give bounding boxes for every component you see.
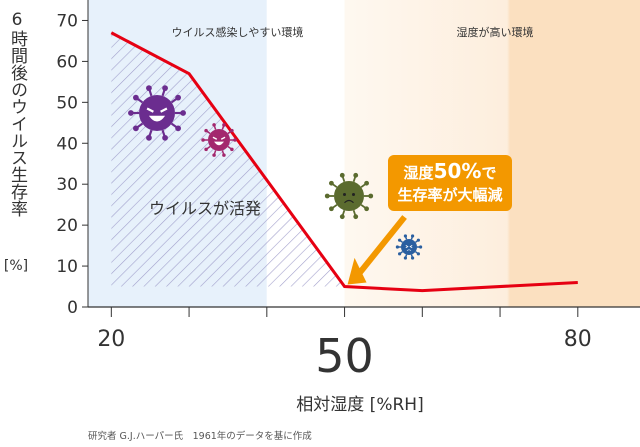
y-tick-label: 60 bbox=[56, 52, 78, 72]
callout-line-2: 生存率が大幅減 bbox=[397, 186, 503, 204]
large-purple-virus bbox=[128, 85, 186, 141]
x-axis-title: 相対湿度 [%RH] bbox=[296, 395, 424, 415]
y-tick-label: 10 bbox=[56, 257, 78, 277]
callout-line-1: 湿度50%で bbox=[403, 159, 497, 183]
active-area-label: ウイルスが活発 bbox=[149, 199, 261, 218]
y-tick-label: 70 bbox=[56, 11, 78, 31]
y-axis-unit: [%] bbox=[3, 258, 29, 274]
callout-arrow-shaft bbox=[356, 215, 407, 277]
callout-arrow-head bbox=[347, 257, 367, 285]
source-note: 研究者 G.J.ハーパー氏 1961年のデータを基に作成 bbox=[88, 431, 312, 442]
x-tick-label: 20 bbox=[97, 327, 125, 352]
small-magenta-virus bbox=[201, 123, 237, 157]
region-bg-humid bbox=[344, 0, 640, 307]
region-label-infection: ウイルス感染しやすい環境 bbox=[171, 25, 303, 39]
green-virus bbox=[324, 172, 374, 220]
y-tick-label: 50 bbox=[56, 93, 78, 113]
y-tick-label: 30 bbox=[56, 175, 78, 195]
y-axis-title: 6時間後のウイルス生存率 bbox=[7, 10, 27, 217]
small-blue-virus bbox=[395, 234, 423, 260]
y-tick-label: 40 bbox=[56, 134, 78, 154]
y-tick-label: 0 bbox=[67, 298, 78, 318]
x-tick-label: 80 bbox=[564, 327, 592, 352]
x-tick-label: 50 bbox=[315, 329, 374, 383]
hatched-active-area bbox=[111, 32, 345, 287]
callout-box: 湿度50%で 生存率が大幅減 bbox=[388, 155, 512, 211]
region-label-humid: 湿度が高い環境 bbox=[457, 25, 534, 39]
y-tick-label: 20 bbox=[56, 216, 78, 236]
